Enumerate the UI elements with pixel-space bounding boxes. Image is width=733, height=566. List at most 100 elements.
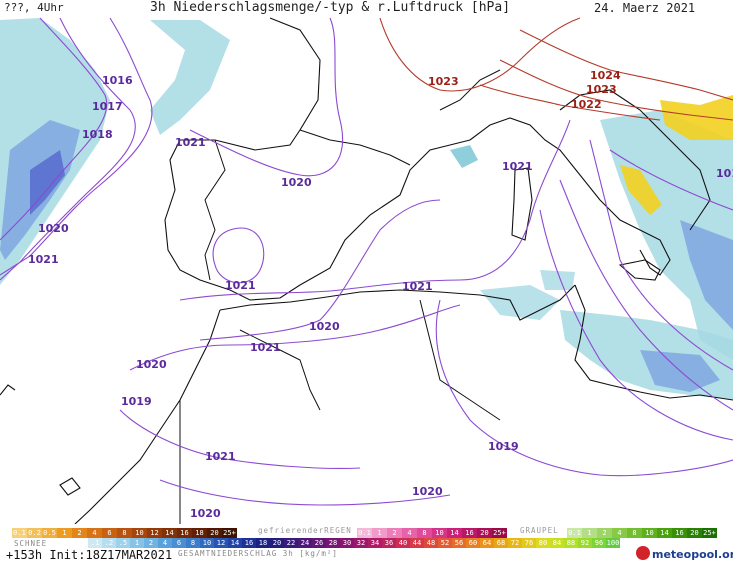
legend-snow-scale: 0.1 0.2 0.5 1 2 4 6 8 10 12 14 16 18 20 25+: [12, 528, 237, 538]
legend-cell: 4: [612, 528, 627, 538]
isobar-label: 1021: [225, 279, 256, 292]
isobar-label: 1021: [402, 280, 433, 293]
legend-cell: 16: [672, 528, 687, 538]
legend-cell: 20: [477, 528, 492, 538]
isobar-label: 1019: [121, 395, 152, 408]
legend-cell: 16: [462, 528, 477, 538]
isobar-label-high: 1023: [428, 75, 459, 88]
legend-cell: 68: [494, 538, 508, 548]
legend-freezing-rain-scale: 0.1 1 2 4 8 10 14 16 20 25+: [357, 528, 507, 538]
isobar-label: 1018: [82, 128, 113, 141]
legend-cell: 100: [606, 538, 620, 548]
legend-cell: 0.1: [567, 528, 582, 538]
high-pressure-isobars: [379, 17, 733, 121]
isobar-label: 101: [716, 167, 733, 180]
legend-cell: 80: [536, 538, 550, 548]
legend-cell: 6: [172, 538, 186, 548]
legend-cell: 48: [424, 538, 438, 548]
isobar-label: 1021: [175, 136, 206, 149]
legend-cell: 10: [432, 528, 447, 538]
legend-cell: 14: [228, 538, 242, 548]
legend-cell: 20: [270, 538, 284, 548]
legend-cell: 16: [177, 528, 192, 538]
isobars: [0, 17, 733, 506]
legend-cell: 2: [387, 528, 402, 538]
legend-cell: 10: [132, 528, 147, 538]
legend-cell: 30: [340, 538, 354, 548]
legend-cell: 52: [438, 538, 452, 548]
map-title: 3h Niederschlagsmenge/-typ & r.Luftdruck…: [150, 0, 511, 15]
legend-cell: 4: [402, 528, 417, 538]
isobar-label-high: 1022: [571, 98, 602, 111]
legend-cell: 44: [410, 538, 424, 548]
model-run-info: +153h Init:18Z17MAR2021: [6, 548, 173, 562]
legend-cell: 12: [147, 528, 162, 538]
legend-cell: 2: [144, 538, 158, 548]
isobar-labels: 1016 1017 1018 1020 1021 1021 1020 1021 …: [28, 69, 733, 520]
legend-cell: .1: [88, 538, 102, 548]
legend-cell: 40: [396, 538, 410, 548]
legend-cell: 28: [326, 538, 340, 548]
legend-cell: 25+: [492, 528, 507, 538]
legend-cell: 0.1: [357, 528, 372, 538]
precip-legend: 0.1 0.2 0.5 1 2 4 6 8 10 12 14 16 18 20 25+ SCHNEE gef…: [0, 524, 733, 566]
legend-cell: 2: [72, 528, 87, 538]
isobar-label: 1020: [281, 176, 312, 189]
isobar-label: 1020: [412, 485, 443, 498]
legend-cell: 4: [158, 538, 172, 548]
coastlines: [0, 17, 733, 524]
precip-areas: [0, 18, 733, 400]
isobar-label: 1020: [136, 358, 167, 371]
legend-total-scale: .1.2.5 1 2 4 6 8 10 12 14 16 18 20 22 24 26 28 30 32 34 36 4…: [88, 538, 620, 548]
isobar-label-high: 1023: [586, 83, 617, 96]
legend-cell: 1: [57, 528, 72, 538]
legend-cell: 10: [642, 528, 657, 538]
isobar-label: 1021: [502, 160, 533, 173]
forecast-time: ???, 4Uhr: [4, 1, 64, 14]
legend-cell: 20: [207, 528, 222, 538]
isobar-label: 1021: [205, 450, 236, 463]
legend-cell: 0.5: [42, 528, 57, 538]
legend-cell: 76: [522, 538, 536, 548]
legend-cell: 64: [480, 538, 494, 548]
legend-cell: 56: [452, 538, 466, 548]
isobar-label: 1020: [38, 222, 69, 235]
legend-cell: .5: [116, 538, 130, 548]
legend-cell: 22: [284, 538, 298, 548]
map-canvas: 1016 1017 1018 1020 1021 1021 1020 1021 …: [0, 17, 733, 524]
legend-cell: .2: [102, 538, 116, 548]
isobar-label: 1017: [92, 100, 123, 113]
legend-cell: 92: [578, 538, 592, 548]
isobar-label: 1020: [190, 507, 221, 520]
legend-cell: 10: [200, 538, 214, 548]
legend-graupel-label: GRAUPEL: [520, 526, 559, 535]
legend-cell: 8: [417, 528, 432, 538]
isobar-label: 1019: [488, 440, 519, 453]
legend-cell: 26: [312, 538, 326, 548]
country-borders: [179, 69, 501, 524]
legend-cell: 12: [214, 538, 228, 548]
legend-cell: 2: [597, 528, 612, 538]
isobar-label: 1016: [102, 74, 133, 87]
isobar-label: 1021: [28, 253, 59, 266]
legend-cell: 60: [466, 538, 480, 548]
legend-cell: 84: [550, 538, 564, 548]
legend-cell: 0.1: [12, 528, 27, 538]
legend-cell: 1: [130, 538, 144, 548]
legend-cell: 1: [372, 528, 387, 538]
legend-cell: 36: [382, 538, 396, 548]
legend-cell: 8: [627, 528, 642, 538]
legend-cell: 8: [117, 528, 132, 538]
legend-cell: 8: [186, 538, 200, 548]
legend-cell: 25+: [702, 528, 717, 538]
legend-cell: 0.2: [27, 528, 42, 538]
legend-cell: 6: [102, 528, 117, 538]
isobar-label-high: 1024: [590, 69, 621, 82]
legend-cell: 25+: [222, 528, 237, 538]
isobar-label: 1021: [250, 341, 281, 354]
brand-logo-text: meteopool.org: [652, 548, 733, 561]
forecast-date: 24. Maerz 2021: [594, 1, 696, 15]
meteopool-logo-icon: [636, 546, 650, 560]
legend-freezing-rain-label: gefrierenderREGEN: [258, 526, 352, 535]
legend-cell: 72: [508, 538, 522, 548]
